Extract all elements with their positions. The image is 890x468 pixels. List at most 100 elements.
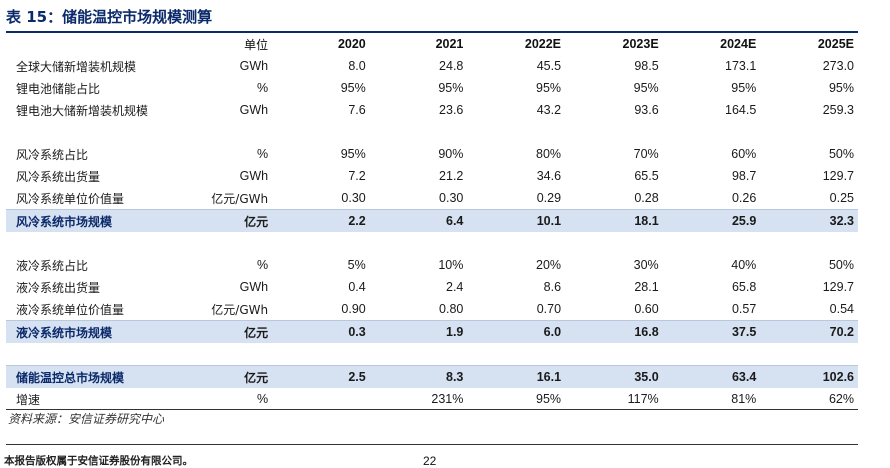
value-cell: 90%	[438, 147, 464, 161]
value-cell: 93.6	[634, 103, 659, 117]
table-row: 液冷系统单位价值量 亿元/GWh 0.90 0.80 0.70 0.60 0.57 0.54	[6, 298, 858, 321]
value-cell: 43.2	[536, 103, 562, 117]
value-cell: 98.7	[731, 169, 757, 183]
row-unit: 亿元/GWh	[211, 191, 269, 206]
header-year-cell: 2021	[435, 37, 464, 51]
value-cell: 273.0	[822, 59, 854, 73]
table-header-row: 单位 2020 2021 2022E 2023E 2024E 2025E	[6, 33, 858, 55]
row-unit: GWh	[239, 169, 269, 183]
value-cell: 95%	[633, 81, 659, 95]
row-label: 全球大储新增装机规模	[16, 59, 137, 74]
table-row: 锂电池大储新增装机规模 GWh 7.6 23.6 43.2 93.6 164.5 259.3	[6, 99, 858, 121]
value-cell: 16.8	[565, 320, 663, 343]
value-cell: 129.7	[822, 280, 854, 294]
value-cell: 95%	[340, 147, 366, 161]
value-cell: 0.70	[536, 302, 562, 316]
row-label: 风冷系统单位价值量	[16, 191, 125, 206]
value-cell: 35.0	[565, 365, 663, 388]
value-cell: 20%	[536, 258, 562, 272]
row-unit: GWh	[239, 280, 269, 294]
value-cell: 40%	[731, 258, 757, 272]
table-row: 风冷系统占比% 95% 90% 80% 70% 60% 50%	[6, 143, 858, 165]
value-cell: 95%	[340, 81, 366, 95]
value-cell: 5%	[347, 258, 366, 272]
value-cell: 32.3	[760, 209, 858, 232]
header-year-cell: 2024E	[720, 37, 757, 51]
value-cell: 95%	[731, 81, 757, 95]
value-cell: 16.1	[467, 365, 566, 388]
spacer-cell	[6, 232, 858, 254]
value-cell: 6.0	[467, 320, 566, 343]
value-cell: 28.1	[634, 280, 659, 294]
value-cell: 102.6	[760, 365, 858, 388]
row-label: 储能温控总市场规模	[6, 365, 187, 388]
value-cell: 81%	[731, 392, 757, 406]
value-cell: 117%	[627, 392, 659, 406]
value-cell: 70.2	[760, 320, 858, 343]
value-cell: 30%	[633, 258, 659, 272]
value-cell: 259.3	[822, 103, 854, 117]
value-cell: 7.2	[348, 169, 366, 183]
row-unit: %	[256, 81, 269, 95]
copyright-footer: 本报告版权属于安信证券股份有限公司。	[4, 455, 193, 467]
page-number: 22	[423, 454, 437, 468]
value-cell: 0.3	[272, 320, 370, 343]
row-label: 风冷系统占比	[16, 147, 89, 162]
footer-rule	[6, 444, 858, 445]
value-cell: 0.26	[731, 191, 757, 205]
value-cell: 95%	[536, 81, 562, 95]
spacer-row	[6, 343, 858, 366]
row-unit: 亿元	[186, 209, 273, 232]
spacer-cell	[6, 121, 858, 143]
value-cell: 2.2	[272, 209, 370, 232]
value-cell: 0.90	[341, 302, 366, 316]
header-year-cell: 2025E	[817, 37, 854, 51]
value-cell: 95%	[438, 81, 464, 95]
value-cell: 0.30	[341, 191, 366, 205]
value-cell: 62%	[828, 392, 854, 406]
value-cell: 80%	[536, 147, 562, 161]
header-unit-cell: 单位	[244, 37, 269, 52]
table-row: 锂电池储能占比% 95% 95% 95% 95% 95% 95%	[6, 77, 858, 99]
row-label: 锂电池储能占比	[16, 81, 101, 96]
value-cell: 231%	[431, 392, 464, 406]
value-cell: 6.4	[369, 209, 468, 232]
value-cell: 37.5	[662, 320, 761, 343]
value-cell: 21.2	[439, 169, 464, 183]
row-label: 增速	[16, 392, 41, 407]
value-cell: 10%	[438, 258, 464, 272]
value-cell: 18.1	[565, 209, 663, 232]
table-row-total: 储能温控总市场规模 亿元 2.5 8.3 16.1 35.0 63.4 102.6	[6, 365, 858, 388]
value-cell: 0.54	[829, 302, 854, 316]
value-cell: 65.5	[634, 169, 659, 183]
value-cell: 0.80	[439, 302, 464, 316]
value-cell: 0.30	[439, 191, 464, 205]
row-label: 锂电池大储新增装机规模	[16, 103, 149, 118]
value-cell: 60%	[731, 147, 757, 161]
value-cell: 45.5	[536, 59, 562, 73]
header-year-cell: 2020	[337, 37, 366, 51]
table-bottom-rule	[6, 409, 858, 410]
value-cell: 2.4	[446, 280, 464, 294]
spacer-cell	[6, 343, 858, 366]
spacer-row	[6, 121, 858, 143]
table-row: 液冷系统占比% 5% 10% 20% 30% 40% 50%	[6, 254, 858, 276]
row-label: 液冷系统单位价值量	[16, 302, 125, 317]
table-body: 全球大储新增装机规模 GWh 8.0 24.8 45.5 98.5 173.1 273.0 锂电…	[6, 55, 858, 410]
source-note: 资料来源：安信证券研究中心	[8, 412, 165, 426]
value-cell: 70%	[633, 147, 659, 161]
row-label: 液冷系统占比	[16, 258, 89, 273]
table-row: 增速% 231% 95% 117% 81% 62%	[6, 388, 858, 410]
value-cell: 0.57	[731, 302, 757, 316]
market-size-table: 单位 2020 2021 2022E 2023E 2024E 2025E 全球大…	[6, 33, 858, 410]
table-row: 风冷系统出货量 GWh 7.2 21.2 34.6 65.5 98.7 129.7	[6, 165, 858, 187]
value-cell: 0.60	[634, 302, 659, 316]
row-unit: %	[256, 258, 269, 272]
value-cell: 0.25	[829, 191, 854, 205]
row-unit: 亿元	[186, 365, 273, 388]
row-label: 液冷系统出货量	[16, 280, 101, 295]
value-cell: 1.9	[369, 320, 468, 343]
table-row-total: 液冷系统市场规模 亿元 0.3 1.9 6.0 16.8 37.5 70.2	[6, 320, 858, 343]
header-year-cell: 2023E	[622, 37, 659, 51]
value-cell: 98.5	[634, 59, 659, 73]
